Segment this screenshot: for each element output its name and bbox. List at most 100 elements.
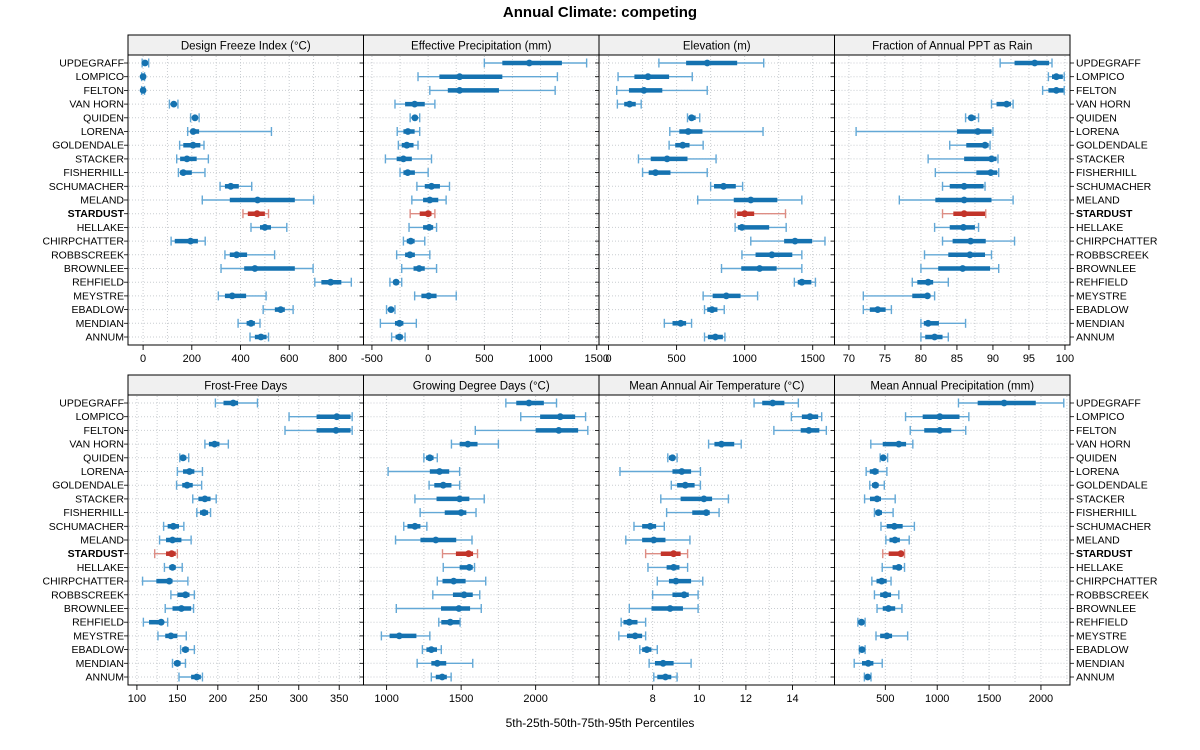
median-dot	[168, 550, 176, 558]
row-HELLAKE	[933, 222, 980, 232]
median-dot	[700, 495, 708, 503]
row-CHIRPCHATTER	[402, 236, 426, 246]
median-dot	[895, 440, 903, 448]
median-dot	[525, 59, 533, 67]
median-dot	[711, 333, 719, 341]
row-LOMPICO	[1047, 72, 1065, 82]
panel-mean-annual-precipitation-mm: Mean Annual Precipitation (mm) 500 1000 150…	[830, 374, 1074, 705]
station-label-right: MELAND	[1076, 535, 1120, 547]
median-dot	[1003, 100, 1011, 108]
median-dot	[189, 141, 197, 149]
median-dot	[411, 114, 419, 122]
row-MENDIAN	[171, 658, 187, 668]
x-tick-label: 200	[209, 693, 227, 705]
row-SCHUMACHER	[403, 521, 428, 531]
median-dot	[555, 427, 563, 434]
median-dot	[768, 251, 776, 259]
row-REHFIELD	[142, 617, 169, 627]
median-dot	[1000, 399, 1008, 407]
station-label-left: FISHERHILL	[63, 167, 124, 179]
station-label-left: STARDUST	[68, 548, 125, 560]
station-label-left: EBADLOW	[71, 304, 124, 316]
strip-title: Mean Annual Precipitation (mm)	[870, 381, 1034, 393]
station-label-right: FISHERHILL	[1076, 167, 1137, 179]
median-dot	[426, 196, 434, 204]
median-dot	[229, 399, 237, 407]
station-label-right: MELAND	[1076, 195, 1120, 207]
median-dot	[678, 468, 686, 475]
panel-effective-precipitation-mm: Effective Precipitation (mm) -500 0 500 1000…	[359, 34, 609, 365]
row-CHIRPCHATTER	[941, 236, 1016, 246]
row-MENDIAN	[379, 318, 418, 328]
row-STACKER	[637, 154, 717, 164]
station-label-left: MEYSTRE	[73, 290, 124, 302]
median-dot	[169, 564, 176, 571]
row-ANNUM	[178, 672, 204, 682]
median-dot	[228, 292, 236, 300]
median-dot	[556, 413, 564, 421]
row-EBADLOW	[639, 645, 658, 655]
row-REHFIELD	[793, 277, 817, 287]
row-FISHERHILL	[177, 168, 206, 178]
strip-title: Elevation (m)	[683, 41, 751, 53]
station-label-left: BROWNLEE	[64, 603, 124, 615]
station-label-right: SCHUMACHER	[1076, 181, 1152, 193]
row-QUIDEN	[189, 113, 200, 123]
row-UPDEGRAFF	[658, 58, 765, 68]
row-STACKER	[414, 494, 485, 504]
row-MEYSTRE	[380, 631, 431, 641]
row-QUIDEN	[964, 113, 980, 123]
plot-area	[363, 54, 600, 346]
median-dot	[891, 536, 899, 544]
median-dot	[233, 251, 241, 259]
row-EBADLOW	[703, 305, 725, 315]
median-dot	[738, 224, 746, 231]
median-dot	[1052, 73, 1060, 81]
median-dot	[257, 333, 265, 341]
median-dot	[425, 224, 433, 231]
median-dot	[427, 646, 435, 653]
station-label-right: ANNUM	[1076, 672, 1115, 684]
row-QUIDEN	[879, 453, 889, 463]
row-STARDUST	[154, 549, 179, 559]
row-VAN HORN	[990, 99, 1014, 109]
station-label-right: ROBBSCREEK	[1076, 589, 1149, 601]
median-dot	[640, 87, 648, 94]
row-SCHUMACHER	[162, 521, 185, 531]
row-REHFIELD	[857, 617, 866, 627]
row-HELLAKE	[250, 222, 288, 232]
median-dot	[428, 182, 435, 190]
station-label-right: MEYSTRE	[1076, 630, 1127, 642]
median-dot	[457, 509, 465, 516]
median-dot	[456, 73, 464, 81]
row-STARDUST	[941, 209, 987, 219]
row-MELAND	[625, 535, 691, 545]
row-GOLDENDALE	[869, 480, 885, 490]
panel-elevation-m: Elevation (m) 0 500 1000 1500	[595, 34, 835, 365]
station-label-right: VAN HORN	[1076, 99, 1131, 111]
station-label-right: LORENA	[1076, 466, 1119, 478]
row-LOMPICO	[417, 72, 559, 82]
row-HELLAKE	[408, 222, 438, 232]
station-label-right: CHIRPCHATTER	[1076, 576, 1158, 588]
row-GOLDENDALE	[668, 140, 704, 150]
x-tick-label: 8	[650, 693, 656, 705]
median-dot	[387, 306, 395, 313]
median-dot	[433, 659, 441, 667]
median-dot	[670, 564, 678, 571]
median-dot	[959, 265, 967, 272]
row-UPDEGRAFF	[957, 398, 1065, 408]
row-LORENA	[186, 127, 273, 136]
row-LOMPICO	[288, 412, 353, 422]
row-EBADLOW	[262, 305, 294, 315]
station-label-left: LORENA	[81, 126, 124, 138]
median-dot	[722, 292, 730, 300]
row-SCHUMACHER	[416, 181, 451, 191]
median-dot	[438, 673, 446, 681]
x-tick-label: 70	[843, 353, 855, 365]
median-dot	[874, 306, 882, 313]
row-STACKER	[176, 154, 210, 164]
row-FISHERHILL	[419, 508, 477, 518]
median-dot	[924, 319, 932, 327]
row-GOLDENDALE	[175, 480, 203, 490]
